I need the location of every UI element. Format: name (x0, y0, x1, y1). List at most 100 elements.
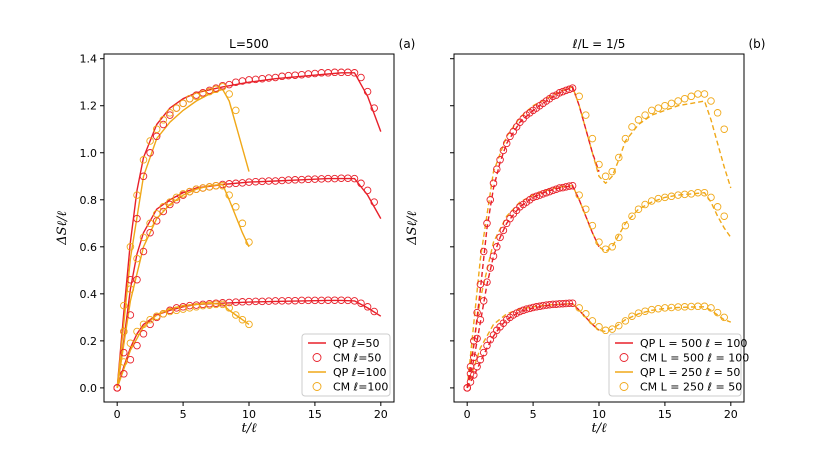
data-point (568, 84, 577, 92)
data-point (225, 80, 233, 89)
data-point (199, 90, 207, 98)
data-layer (463, 84, 732, 392)
data-point (720, 125, 728, 133)
data-point (502, 139, 511, 148)
legend-marker-swatch (312, 382, 322, 391)
data-point (506, 214, 514, 223)
data-point (179, 99, 187, 108)
data-point (159, 310, 168, 318)
data-point (363, 87, 372, 96)
data-point (152, 210, 161, 218)
data-point (133, 341, 141, 350)
legend-label: CM L = 250 ℓ = 50 (640, 381, 742, 394)
data-point (532, 192, 541, 201)
data-point (654, 104, 663, 112)
data-point (562, 86, 570, 95)
legend-label: CM ℓ=50 (333, 352, 381, 365)
data-point (139, 320, 148, 329)
data-point (621, 317, 630, 325)
data-point (350, 174, 359, 183)
legend-frame (301, 333, 391, 397)
data-point (555, 89, 564, 97)
data-point (713, 308, 722, 317)
data-point (466, 378, 475, 386)
data-point (479, 348, 488, 357)
x-axis-label: t/ℓ (591, 421, 607, 436)
legend-label: QP L = 500 ℓ = 100 (640, 337, 747, 350)
y-tick-label: 0.2 (80, 335, 98, 348)
data-point (674, 97, 682, 105)
data-point (232, 106, 240, 115)
data-point (139, 247, 148, 256)
data-point (601, 245, 610, 253)
data-point (166, 200, 174, 209)
data-point (565, 299, 574, 307)
data-point (470, 371, 478, 379)
data-point (720, 212, 728, 220)
data-point (476, 280, 485, 289)
data-point (575, 191, 583, 199)
data-point (172, 104, 181, 112)
legend-label: QP ℓ=50 (333, 337, 380, 350)
data-point (549, 92, 557, 101)
data-point (185, 94, 194, 103)
data-point (486, 196, 495, 204)
data-point (126, 311, 135, 319)
data-point (661, 101, 669, 110)
x-tick-label: 0 (114, 408, 121, 421)
data-point (621, 134, 630, 143)
data-point (238, 315, 247, 324)
data-point (720, 313, 728, 322)
data-point (535, 191, 544, 199)
data-point (463, 384, 471, 392)
legend-marker-swatch (312, 353, 322, 362)
data-point (575, 92, 583, 101)
data-point (120, 327, 128, 336)
legend-label: CM ℓ=100 (333, 381, 388, 394)
data-point (265, 74, 273, 82)
data-point (601, 326, 610, 335)
data-point (634, 309, 643, 317)
data-point (506, 132, 514, 141)
data-point (330, 68, 339, 77)
marker-series (120, 83, 240, 310)
y-tick-label: 1.2 (80, 100, 98, 113)
data-point (152, 312, 161, 320)
data-point (146, 149, 154, 157)
data-point (575, 304, 583, 312)
series-line (466, 86, 732, 388)
chart-title: L=500 (229, 37, 269, 51)
data-point (667, 99, 676, 108)
series-line (466, 86, 600, 389)
data-point (370, 104, 378, 112)
series-line (116, 183, 250, 389)
data-point (357, 179, 365, 188)
data-point (476, 355, 485, 364)
data-point (588, 221, 597, 230)
data-point (486, 264, 495, 272)
data-point (608, 243, 616, 251)
data-point (159, 207, 168, 216)
data-point (185, 187, 194, 196)
data-point (139, 172, 148, 181)
data-point (479, 247, 488, 256)
data-point (357, 299, 365, 307)
data-point (238, 219, 247, 228)
data-point (654, 194, 663, 203)
data-point (707, 304, 715, 312)
data-point (493, 165, 501, 173)
data-point (496, 233, 504, 242)
chart-title: ℓ/L = 1/5 (572, 37, 626, 51)
data-point (159, 203, 168, 211)
data-point (568, 299, 577, 307)
data-point (218, 181, 227, 190)
data-point (601, 172, 610, 181)
data-point (179, 190, 187, 198)
data-point (350, 297, 359, 305)
data-point (133, 191, 141, 199)
data-point (212, 85, 220, 94)
data-point (152, 125, 161, 133)
data-point (133, 275, 141, 284)
data-point (172, 196, 181, 204)
data-point (582, 111, 590, 119)
